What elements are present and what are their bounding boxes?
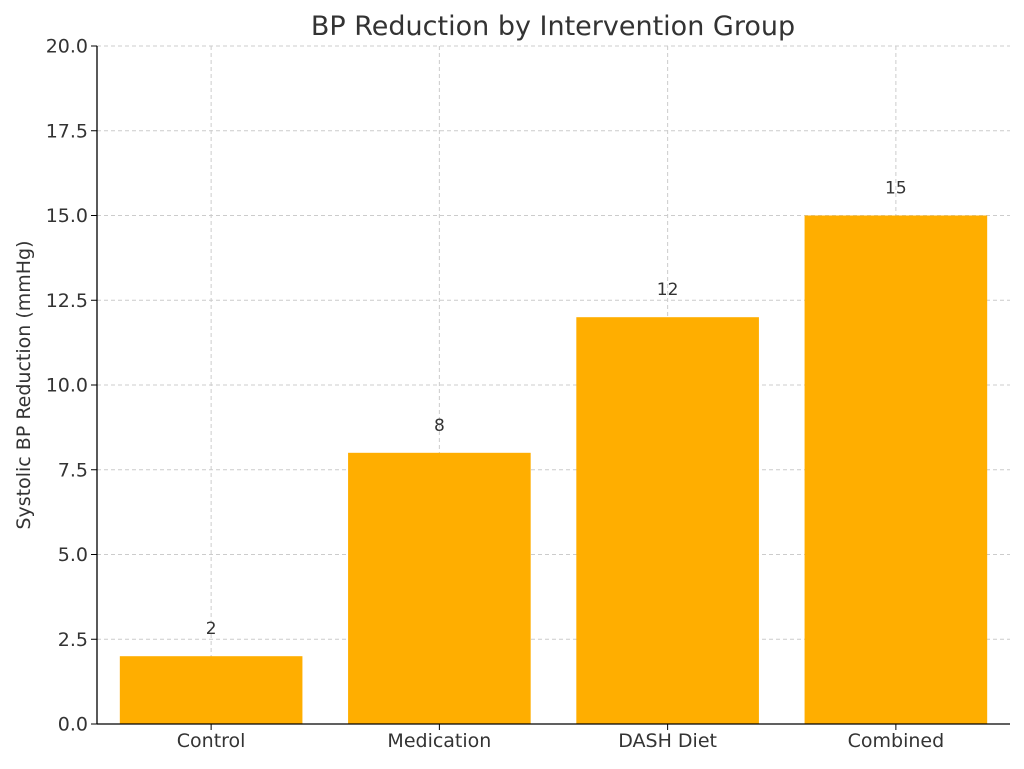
y-tick-label: 5.0 xyxy=(58,544,88,566)
x-axis-ticks: Control Medication DASH Diet Combined xyxy=(177,724,944,752)
bar-value-label: 2 xyxy=(206,619,217,639)
y-axis-label: Systolic BP Reduction (mmHg) xyxy=(13,240,35,529)
y-tick-label: 2.5 xyxy=(58,629,88,651)
bar-value-label: 8 xyxy=(434,416,445,436)
y-tick-label: 20.0 xyxy=(46,36,88,58)
bar-value-labels: 2 8 12 15 xyxy=(206,179,907,640)
bar-medication xyxy=(348,452,531,724)
x-tick-label: DASH Diet xyxy=(618,730,717,752)
bar-value-label: 15 xyxy=(885,179,907,199)
chart-title: BP Reduction by Intervention Group xyxy=(311,11,795,42)
x-tick-label: Medication xyxy=(387,730,491,752)
bar-control xyxy=(119,656,303,724)
x-tick-label: Control xyxy=(177,730,246,752)
bar-dash-diet xyxy=(576,317,759,724)
y-tick-label: 15.0 xyxy=(46,205,88,227)
y-tick-label: 17.5 xyxy=(46,120,88,142)
y-tick-label: 12.5 xyxy=(46,290,88,312)
y-axis-ticks: 0.0 2.5 5.0 7.5 10.0 12.5 15.0 17.5 20.0 xyxy=(46,36,97,736)
bars xyxy=(119,215,988,724)
bar-value-label: 12 xyxy=(657,280,679,300)
y-tick-label: 7.5 xyxy=(58,459,88,481)
y-tick-label: 0.0 xyxy=(58,714,88,736)
bar-combined xyxy=(804,215,988,724)
x-tick-label: Combined xyxy=(848,730,945,752)
y-tick-label: 10.0 xyxy=(46,375,88,397)
